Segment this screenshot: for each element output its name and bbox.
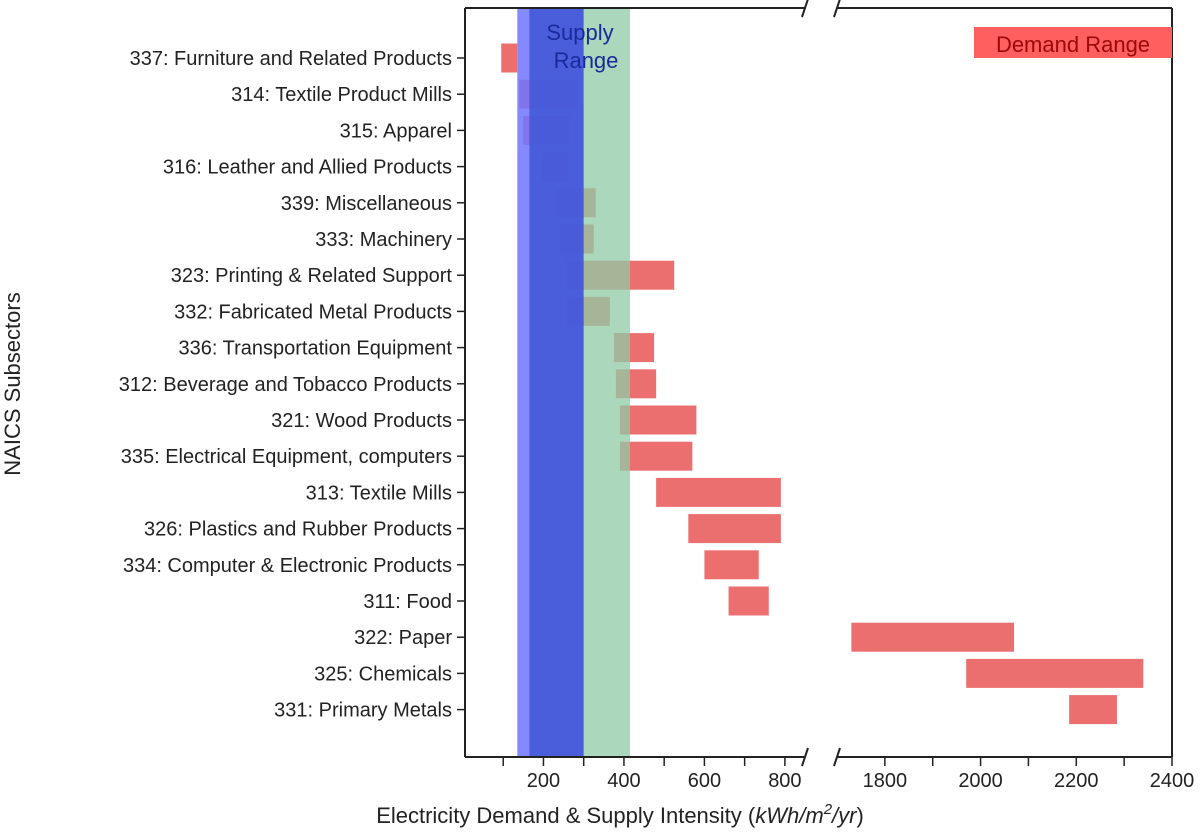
demand-legend-text: Demand Range <box>996 32 1150 57</box>
supply-band <box>583 8 630 757</box>
x-axis-title-unit2: /yr <box>830 803 858 828</box>
y-tick-label: 313: Textile Mills <box>306 482 452 504</box>
x-tick-label: 2000 <box>958 770 1003 792</box>
demand-bar <box>656 477 781 507</box>
demand-bar <box>704 550 759 580</box>
y-tick-labels: 337: Furniture and Related Products 314: … <box>119 48 453 722</box>
x-tick-label: 400 <box>607 770 640 792</box>
demand-legend: Demand Range <box>974 27 1172 58</box>
y-tick-label: 331: Primary Metals <box>274 700 452 722</box>
y-tick-label: 315: Apparel <box>340 120 452 142</box>
x-axis-title: Electricity Demand & Supply Intensity (k… <box>376 801 864 828</box>
y-axis-title: NAICS Subsectors <box>0 292 25 475</box>
y-tick-label: 339: Miscellaneous <box>281 193 452 215</box>
y-tick-label: 337: Furniture and Related Products <box>130 48 452 70</box>
axis-break-mark <box>801 0 809 18</box>
y-tick-label: 321: Wood Products <box>271 410 452 432</box>
x-tick-labels: 200 400 600 800 1800 2000 2200 2400 <box>527 770 1194 792</box>
demand-bar <box>851 622 1015 652</box>
y-tick-label: 335: Electrical Equipment, computers <box>121 446 452 468</box>
demand-bar <box>728 586 769 616</box>
demand-bar <box>1069 695 1117 725</box>
demand-legend-box <box>974 27 1172 58</box>
x-tick-label: 200 <box>527 770 560 792</box>
y-tick-label: 311: Food <box>363 591 452 613</box>
y-tick-label: 322: Paper <box>354 627 452 649</box>
supply-label-line1: Supply <box>546 20 613 45</box>
y-tick-label: 332: Fabricated Metal Products <box>174 301 452 323</box>
axis-break-mark <box>801 747 809 767</box>
y-tick-label: 323: Printing & Related Support <box>171 265 453 287</box>
x-axis-title-suffix: ) <box>856 803 863 828</box>
x-axis-title-sup: 2 <box>823 801 833 818</box>
axes <box>457 0 1173 767</box>
x-axis-title-unit: kWh/m <box>755 803 823 828</box>
x-tick-label: 600 <box>688 770 721 792</box>
y-tick-label: 325: Chemicals <box>314 663 452 685</box>
demand-bar <box>966 658 1144 688</box>
axis-break-mark <box>833 0 841 18</box>
y-tick-label: 316: Leather and Allied Products <box>163 157 452 179</box>
demand-bar <box>619 405 697 435</box>
x-tick-label: 1800 <box>863 770 908 792</box>
supply-label-line2: Range <box>554 48 619 73</box>
supply-bands <box>517 8 630 757</box>
demand-bar <box>501 43 518 73</box>
demand-bar <box>619 441 693 471</box>
x-tick-label: 800 <box>768 770 801 792</box>
y-tick-label: 326: Plastics and Rubber Products <box>144 519 452 541</box>
y-tick-label: 314: Textile Product Mills <box>231 84 452 106</box>
y-tick-label: 334: Computer & Electronic Products <box>123 555 452 577</box>
axis-break-mark <box>833 747 841 767</box>
y-tick-label: 312: Beverage and Tobacco Products <box>119 374 452 396</box>
demand-bar <box>688 514 781 544</box>
x-axis-title-prefix: Electricity Demand & Supply Intensity ( <box>376 803 756 828</box>
supply-label: Supply Range <box>546 20 618 73</box>
supply-band <box>529 8 584 757</box>
x-tick-label: 2200 <box>1054 770 1099 792</box>
y-tick-label: 336: Transportation Equipment <box>178 338 452 360</box>
x-tick-label: 2400 <box>1150 770 1195 792</box>
y-tick-label: 333: Machinery <box>315 229 452 251</box>
